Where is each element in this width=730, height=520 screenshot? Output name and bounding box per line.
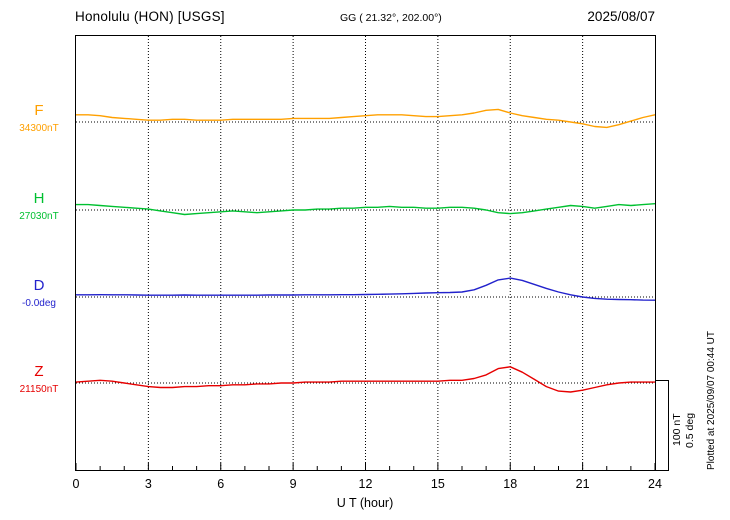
channel-label-z: Z 21150nT xyxy=(8,363,70,395)
channel-baseline-value-f: 34300nT xyxy=(19,122,59,134)
plot-area xyxy=(75,35,656,471)
x-tick-label: 12 xyxy=(358,477,373,491)
channel-letter-h: H xyxy=(33,190,45,207)
station-title: Honolulu (HON) [USGS] xyxy=(75,9,225,24)
channel-letter-f: F xyxy=(34,102,44,119)
channel-label-f: F 34300nT xyxy=(8,102,70,134)
channel-label-h: H 27030nT xyxy=(8,190,70,222)
x-tick-label: 3 xyxy=(144,477,152,491)
x-tick-label: 15 xyxy=(430,477,445,491)
x-tick-label: 9 xyxy=(289,477,297,491)
channel-letter-z: Z xyxy=(34,363,44,380)
channel-letter-d: D xyxy=(33,277,45,294)
channel-baseline-value-z: 21150nT xyxy=(19,383,59,395)
plot-timestamp-note: Plotted at 2025/09/07 00:44 UT xyxy=(706,331,717,470)
observation-date: 2025/08/07 xyxy=(587,9,655,24)
channel-label-d: D -0.0deg xyxy=(8,277,70,309)
x-axis-tick-labels: 0 3 6 9 12 15 18 21 24 xyxy=(0,477,730,493)
amplitude-scale-bar xyxy=(656,380,669,471)
x-tick-label: 0 xyxy=(72,477,80,491)
x-tick-label: 24 xyxy=(648,477,662,491)
x-tick-label: 18 xyxy=(503,477,518,491)
scale-bar-label-deg: 0.5 deg xyxy=(684,412,696,448)
channel-baseline-value-d: -0.0deg xyxy=(22,297,56,309)
x-axis-label: U T (hour) xyxy=(336,496,394,510)
x-tick-label: 6 xyxy=(217,477,225,491)
x-tick-label: 21 xyxy=(575,477,590,491)
channel-baseline-value-h: 27030nT xyxy=(19,210,59,222)
magnetogram-traces xyxy=(76,36,655,470)
scale-bar-label-nt: 100 nT xyxy=(671,413,683,446)
geographic-coordinates: GG ( 21.32°, 202.00°) xyxy=(340,12,442,24)
